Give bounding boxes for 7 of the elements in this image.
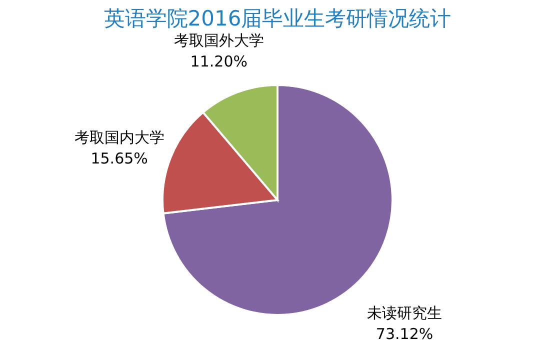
data-label: 15.65% (90, 150, 148, 168)
data-label: 11.20% (190, 52, 248, 70)
chart-title: 英语学院2016届毕业生考研情况统计 (104, 6, 452, 30)
slice-label: 考取国内大学 (74, 128, 164, 147)
slice-label: 未读研究生 (367, 304, 442, 322)
slice-label: 考取国外大学 (174, 31, 264, 50)
data-label: 73.12% (376, 324, 434, 343)
